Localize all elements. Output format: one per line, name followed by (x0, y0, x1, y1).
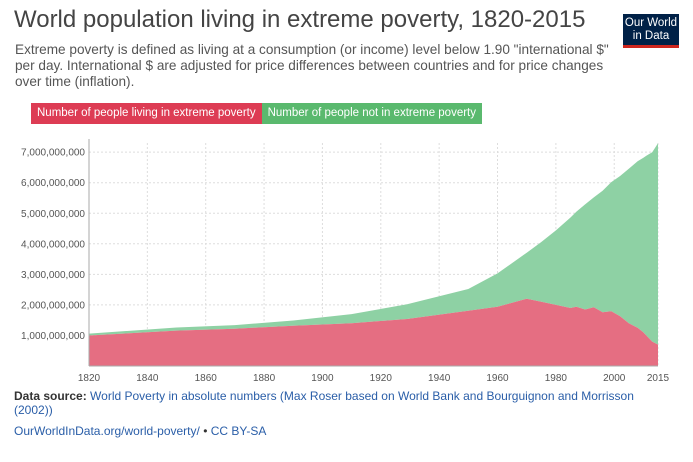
y-tick-label: 2,000,000,000 (21, 300, 85, 311)
data-source: Data source: World Poverty in absolute n… (14, 389, 654, 417)
x-tick-label: 2000 (603, 373, 626, 384)
x-tick-label: 2015 (647, 373, 670, 384)
chart-subtitle: Extreme poverty is defined as living at … (15, 42, 609, 89)
y-tick-label: 5,000,000,000 (21, 209, 85, 220)
chart-title: World population living in extreme pover… (14, 6, 586, 33)
x-tick-label: 1860 (195, 373, 218, 384)
y-tick-label: 6,000,000,000 (21, 178, 85, 189)
footer-separator: • (203, 424, 211, 438)
data-source-label: Data source: (14, 389, 87, 403)
legend-item-not-in-poverty[interactable]: Number of people not in extreme poverty (261, 103, 482, 124)
y-tick-label: 7,000,000,000 (21, 148, 85, 159)
license-link[interactable]: CC BY-SA (210, 424, 267, 438)
chart-legend: Number of people living in extreme pover… (31, 103, 482, 124)
y-tick-label: 4,000,000,000 (21, 239, 85, 250)
owid-logo[interactable]: Our World in Data (623, 14, 679, 48)
x-tick-label: 1900 (311, 373, 334, 384)
y-tick-label: 1,000,000,000 (21, 331, 85, 342)
owid-url-link[interactable]: OurWorldInData.org/world-poverty/ (14, 424, 200, 438)
x-tick-label: 1980 (545, 373, 568, 384)
area-extreme-poverty (89, 298, 658, 366)
logo-line-2: in Data (632, 30, 670, 42)
x-tick-label: 1920 (370, 373, 393, 384)
data-source-link[interactable]: World Poverty in absolute numbers (Max R… (14, 389, 634, 417)
x-tick-label: 1880 (253, 373, 276, 384)
x-tick-label: 1840 (136, 373, 159, 384)
logo-line-1: Our World (624, 17, 678, 29)
x-tick-label: 1940 (428, 373, 451, 384)
y-tick-label: 3,000,000,000 (21, 270, 85, 281)
x-tick-label: 1960 (486, 373, 509, 384)
logo-accent-bar (623, 45, 679, 48)
chart-plot: 1820 1840 1860 1880 1900 1920 1940 1960 1980 2000… (21, 139, 670, 384)
area-not-in-poverty (89, 143, 658, 345)
x-tick-label: 1820 (78, 373, 101, 384)
legend-item-extreme-poverty[interactable]: Number of people living in extreme pover… (31, 103, 262, 124)
footer-links: OurWorldInData.org/world-poverty/ • CC B… (14, 424, 266, 438)
